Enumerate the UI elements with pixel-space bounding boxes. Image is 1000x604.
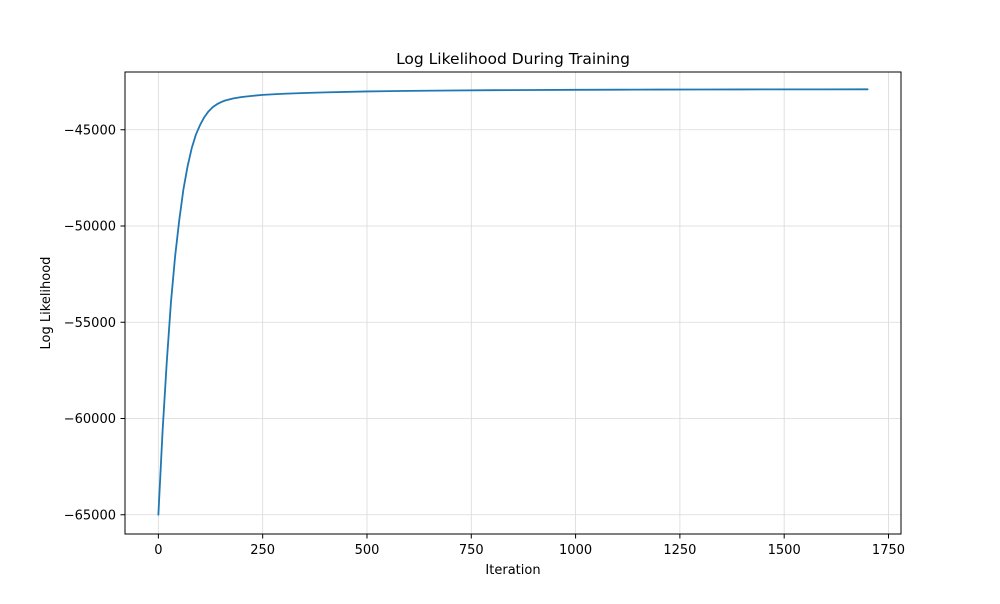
y-axis-label: Log Likelihood [39, 257, 54, 350]
x-axis-label: Iteration [485, 563, 540, 578]
x-tick-label: 500 [355, 543, 380, 558]
ticks: 0 250 500 750 1000 1250 1500 1750 −65000 −60000 −5… [64, 123, 905, 558]
x-tick-label: 250 [250, 543, 275, 558]
grid [125, 72, 901, 534]
chart-title: Log Likelihood During Training [396, 50, 630, 68]
x-tick-label: 1250 [663, 543, 696, 558]
y-tick-label: −60000 [64, 412, 116, 427]
y-tick-label: −45000 [64, 123, 116, 138]
x-tick-label: 1750 [872, 543, 905, 558]
x-tick-label: 1500 [768, 543, 801, 558]
y-tick-label: −65000 [64, 508, 116, 523]
x-tick-label: 0 [154, 543, 162, 558]
y-tick-label: −50000 [64, 220, 116, 235]
series-layer [157, 88, 869, 516]
x-tick-label: 1000 [559, 543, 592, 558]
x-tick-label: 750 [459, 543, 484, 558]
plot-area-frame [124, 71, 902, 535]
series-line [157, 88, 869, 516]
y-tick-label: −55000 [64, 316, 116, 331]
